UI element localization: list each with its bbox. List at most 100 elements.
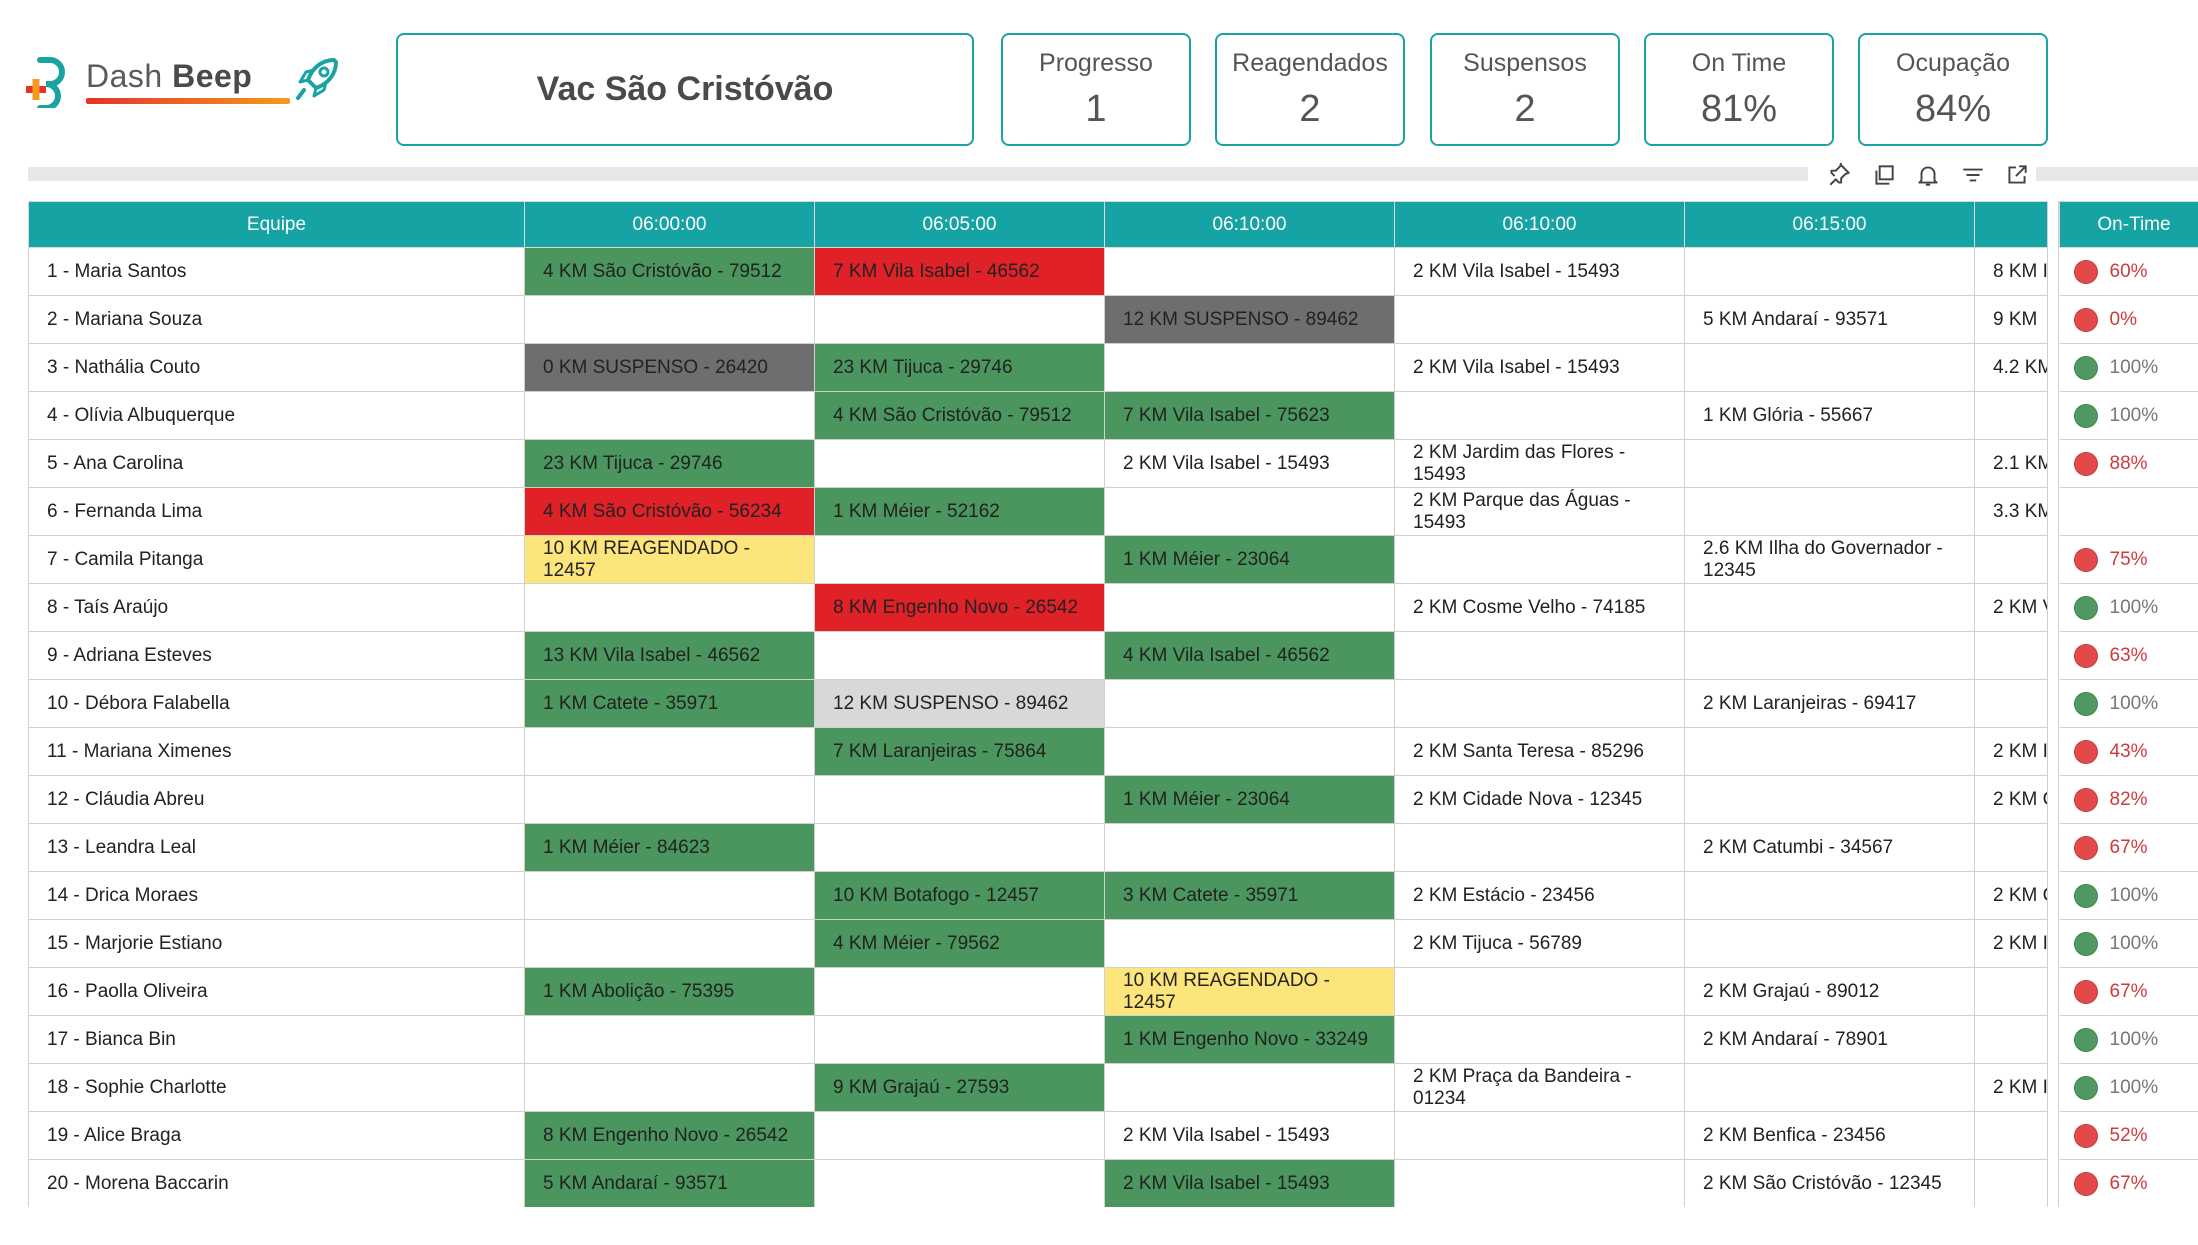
schedule-cell[interactable] [1684,727,1975,776]
schedule-cell[interactable] [814,775,1105,824]
schedule-cell[interactable]: 7 KM Vila Isabel - 46562 [814,247,1105,296]
schedule-cell[interactable]: 5 KM Andaraí - 93571 [524,1159,815,1207]
schedule-cell[interactable] [1684,247,1975,296]
schedule-cell[interactable] [1104,727,1395,776]
schedule-cell[interactable]: 2.6 KM Ilha do Governador - 12345 [1684,535,1975,584]
table-row[interactable]: 15 - Marjorie Estiano 4 KM Méier - 79562 2… [28,919,2047,968]
schedule-cell[interactable]: 1 KM Méier - 23064 [1104,535,1395,584]
schedule-cell[interactable]: 4 KM Méier - 79562 [814,919,1105,968]
table-row[interactable]: 11 - Mariana Ximenes 7 KM Laranjeiras - 7… [28,727,2047,776]
expand-icon[interactable] [2004,162,2030,188]
pin-icon[interactable] [1826,162,1852,188]
schedule-cell[interactable] [1974,631,2047,680]
table-row[interactable]: 5 - Ana Carolina 23 KM Tijuca - 29746 2 KM… [28,439,2047,488]
schedule-cell[interactable]: 1 KM Méier - 23064 [1104,775,1395,824]
filter-icon[interactable] [1960,162,1986,188]
schedule-cell[interactable]: 1 KM Glória - 55667 [1684,391,1975,440]
schedule-cell[interactable]: 3.3 KM [1974,487,2047,536]
schedule-cell[interactable]: 2 KM Estácio - 23456 [1394,871,1685,920]
schedule-cell[interactable]: 2 KM Laranjeiras - 69417 [1684,679,1975,728]
schedule-cell[interactable]: 1 KM Méier - 52162 [814,487,1105,536]
schedule-cell[interactable]: 8 KM I [1974,247,2047,296]
schedule-cell[interactable] [1104,247,1395,296]
schedule-cell[interactable] [1104,823,1395,872]
schedule-cell[interactable] [1974,535,2047,584]
schedule-cell[interactable]: 2 KM Cidade Nova - 12345 [1394,775,1685,824]
table-row[interactable]: 3 - Nathália Couto 0 KM SUSPENSO - 26420 2… [28,343,2047,392]
schedule-cell[interactable]: 2 KM Santa Teresa - 85296 [1394,727,1685,776]
schedule-cell[interactable]: 7 KM Laranjeiras - 75864 [814,727,1105,776]
schedule-cell[interactable] [1394,1111,1685,1160]
schedule-cell[interactable] [1974,1111,2047,1160]
schedule-cell[interactable]: 4 KM São Cristóvão - 56234 [524,487,815,536]
schedule-cell[interactable] [814,1159,1105,1207]
schedule-cell[interactable] [1104,487,1395,536]
schedule-cell[interactable] [1394,535,1685,584]
schedule-cell[interactable]: 9 KM Grajaú - 27593 [814,1063,1105,1112]
table-row[interactable]: 13 - Leandra Leal 1 KM Méier - 84623 2 KM … [28,823,2047,872]
column-header-time[interactable]: 06:10:00 [1394,201,1685,248]
schedule-cell[interactable] [524,391,815,440]
schedule-cell[interactable]: 2 KM Vila Isabel - 15493 [1394,247,1685,296]
schedule-cell[interactable]: 0 KM SUSPENSO - 26420 [524,343,815,392]
column-header-time[interactable] [1974,201,2047,248]
table-row[interactable]: 8 - Taís Araújo 8 KM Engenho Novo - 26542… [28,583,2047,632]
schedule-cell[interactable]: 5 KM Andaraí - 93571 [1684,295,1975,344]
schedule-cell[interactable]: 4 KM Vila Isabel - 46562 [1104,631,1395,680]
schedule-cell[interactable] [1974,1015,2047,1064]
schedule-cell[interactable]: 12 KM SUSPENSO - 89462 [814,679,1105,728]
table-row[interactable]: 10 - Débora Falabella 1 KM Catete - 35971… [28,679,2047,728]
table-row[interactable]: 12 - Cláudia Abreu 1 KM Méier - 23064 2 KM… [28,775,2047,824]
table-row[interactable]: 19 - Alice Braga 8 KM Engenho Novo - 2654… [28,1111,2047,1160]
schedule-cell[interactable] [814,1015,1105,1064]
table-row[interactable]: 7 - Camila Pitanga 10 KM REAGENDADO - 124… [28,535,2047,584]
column-header-time[interactable]: 06:05:00 [814,201,1105,248]
copy-icon[interactable] [1871,162,1897,188]
schedule-cell[interactable]: 12 KM SUSPENSO - 89462 [1104,295,1395,344]
column-header-on-time[interactable]: On-Time [2059,201,2198,248]
schedule-cell[interactable] [1104,679,1395,728]
schedule-cell[interactable]: 2 KM Vila Isabel - 15493 [1104,1111,1395,1160]
schedule-cell[interactable] [814,823,1105,872]
schedule-cell[interactable]: 10 KM REAGENDADO - 12457 [1104,967,1395,1016]
schedule-cell[interactable]: 2 KM Grajaú - 89012 [1684,967,1975,1016]
schedule-cell[interactable]: 10 KM REAGENDADO - 12457 [524,535,815,584]
schedule-cell[interactable] [1104,343,1395,392]
table-row[interactable]: 9 - Adriana Esteves 13 KM Vila Isabel - 4… [28,631,2047,680]
schedule-cell[interactable]: 4 KM São Cristóvão - 79512 [524,247,815,296]
schedule-cell[interactable]: 1 KM Méier - 84623 [524,823,815,872]
schedule-cell[interactable] [1394,631,1685,680]
schedule-cell[interactable] [524,775,815,824]
schedule-cell[interactable]: 2 KM Cosme Velho - 74185 [1394,583,1685,632]
schedule-cell[interactable] [1974,391,2047,440]
schedule-cell[interactable] [814,535,1105,584]
schedule-cell[interactable] [524,919,815,968]
schedule-cell[interactable] [1394,295,1685,344]
schedule-cell[interactable]: 1 KM Abolição - 75395 [524,967,815,1016]
table-row[interactable]: 2 - Mariana Souza 12 KM SUSPENSO - 89462 5… [28,295,2047,344]
schedule-cell[interactable] [814,295,1105,344]
schedule-cell[interactable]: 1 KM Engenho Novo - 33249 [1104,1015,1395,1064]
schedule-cell[interactable]: 2 KM Catumbi - 34567 [1684,823,1975,872]
schedule-cell[interactable] [1974,823,2047,872]
schedule-cell[interactable]: 2 KM Parque das Águas - 15493 [1394,487,1685,536]
schedule-cell[interactable] [1684,439,1975,488]
schedule-cell[interactable] [1394,823,1685,872]
schedule-cell[interactable] [814,631,1105,680]
schedule-cell[interactable]: 2 KM Benfica - 23456 [1684,1111,1975,1160]
schedule-cell[interactable] [1104,583,1395,632]
schedule-cell[interactable]: 2 KM Vila Isabel - 15493 [1104,439,1395,488]
schedule-cell[interactable]: 2.1 KM 56789 [1974,439,2047,488]
table-row[interactable]: 20 - Morena Baccarin 5 KM Andaraí - 93571… [28,1159,2047,1207]
schedule-cell[interactable]: 2 KM Vila Isabel - 15493 [1104,1159,1395,1207]
schedule-cell[interactable] [1394,679,1685,728]
schedule-cell[interactable] [1684,1063,1975,1112]
schedule-cell[interactable] [524,1015,815,1064]
schedule-cell[interactable]: 2 KM C [1974,775,2047,824]
bell-icon[interactable] [1915,162,1941,188]
schedule-cell[interactable] [814,439,1105,488]
schedule-cell[interactable] [524,871,815,920]
schedule-cell[interactable]: 2 KM Praça da Bandeira - 01234 [1394,1063,1685,1112]
schedule-cell[interactable] [524,295,815,344]
schedule-cell[interactable]: 13 KM Vila Isabel - 46562 [524,631,815,680]
